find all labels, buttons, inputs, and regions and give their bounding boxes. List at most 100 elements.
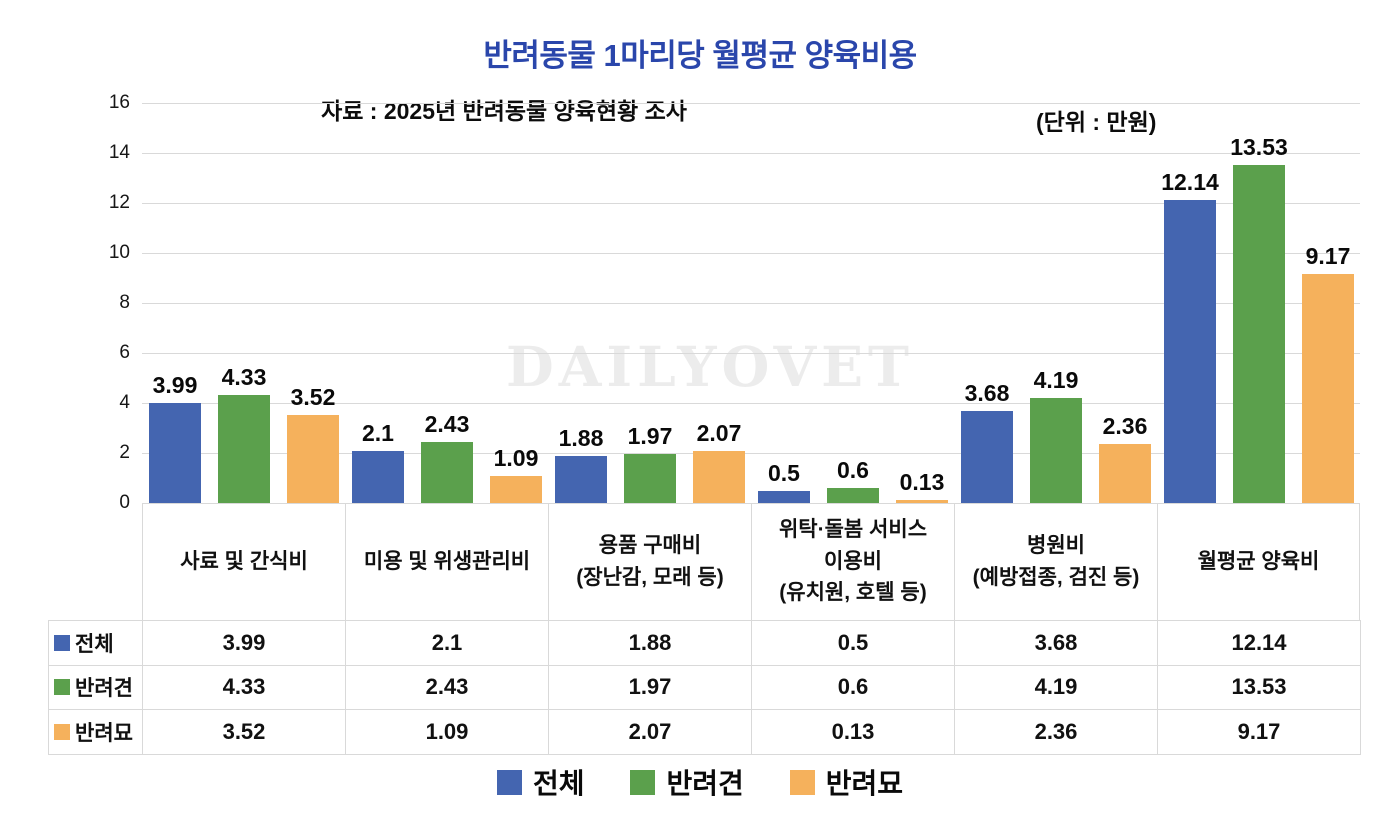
table-value-cell: 0.5 [752, 621, 955, 666]
category-label: 월평균 양육비 [1157, 503, 1360, 620]
table-value-cell: 3.68 [955, 621, 1158, 666]
bar-반려견-cat0 [218, 394, 270, 503]
bar-value-label: 2.36 [1102, 413, 1148, 439]
legend-label: 전체 [532, 768, 585, 799]
table-row-label: 반려견 [49, 665, 143, 711]
legend-swatch [789, 769, 815, 795]
gridline [142, 103, 1360, 104]
gridline [142, 253, 1360, 254]
bar-전체-cat3 [758, 490, 810, 503]
bar-반려견-cat2 [624, 453, 676, 503]
bar-value-label: 2.07 [696, 420, 742, 447]
y-tick-label: 14 [108, 142, 130, 163]
gridline [142, 403, 1360, 404]
bar-반려견-cat5 [1233, 164, 1285, 503]
y-tick-label: 12 [108, 192, 130, 213]
table-value-cell: 2.1 [346, 621, 549, 666]
bar-value-label: 2.1 [362, 419, 394, 446]
legend-item: 반려묘 [789, 762, 904, 802]
bar-전체-cat1 [352, 450, 404, 503]
table-value-cell: 0.6 [752, 665, 955, 711]
unit-label: (단위 : 만원) [1036, 109, 1157, 135]
gridline [142, 153, 1360, 154]
series-key-swatch [54, 679, 70, 696]
bar-반려견-cat1 [421, 442, 473, 503]
table-value-cell: 13.53 [1158, 665, 1361, 711]
y-tick-label: 4 [119, 392, 130, 413]
legend-label: 반려묘 [825, 768, 904, 799]
bar-value-label: 2.43 [424, 411, 470, 438]
table-value-cell: 4.33 [143, 665, 346, 711]
category-label: 미용 및 위생관리비 [345, 503, 548, 620]
series-name: 반려묘 [75, 721, 133, 745]
table-value-cell: 2.07 [549, 710, 752, 755]
legend-item: 반려견 [630, 762, 744, 802]
bar-value-label: 3.68 [964, 380, 1010, 406]
table-value-cell: 3.99 [143, 621, 346, 666]
bar-value-label: 1.88 [558, 425, 604, 451]
bar-value-label: 3.99 [152, 372, 198, 399]
table-value-cell: 0.13 [752, 710, 955, 755]
bar-value-label: 1.97 [627, 422, 673, 449]
y-tick-label: 2 [119, 442, 130, 463]
series-key-swatch [54, 723, 70, 740]
series-name: 전체 [75, 632, 114, 656]
chart-legend: 전체 반려견 반려묘 [0, 762, 1400, 802]
table-value-cell: 1.09 [346, 710, 549, 755]
bar-반려묘-cat4 [1099, 444, 1151, 503]
page-title: 반려동물 1마리당 월평균 양육비용 [483, 38, 917, 73]
table-value-cell: 4.19 [955, 665, 1158, 711]
bar-value-label: 9.17 [1305, 242, 1351, 269]
table-value-cell: 1.97 [549, 665, 752, 711]
gridline [142, 203, 1360, 204]
table-value-cell: 12.14 [1158, 621, 1361, 666]
bar-반려견-cat3 [827, 488, 879, 503]
table-value-cell: 9.17 [1158, 710, 1361, 755]
bar-value-label: 4.19 [1033, 367, 1079, 394]
bar-value-label: 1.09 [493, 444, 539, 471]
bar-value-label: 13.53 [1230, 133, 1288, 160]
bar-반려묘-cat1 [490, 475, 542, 503]
table-value-cell: 2.43 [346, 665, 549, 711]
gridline [142, 453, 1360, 454]
bar-value-label: 0.13 [899, 468, 945, 495]
chart-data-table: 전체 3.99 2.1 1.88 0.5 3.68 12.14 반려견 4.33 2.43 1.97… [48, 620, 1361, 755]
bar-value-label: 12.14 [1161, 168, 1219, 195]
legend-item: 전체 [496, 762, 585, 802]
watermark-logo: DAILYOVET [506, 334, 914, 399]
bar-value-label: 0.6 [837, 457, 869, 483]
bar-반려묘-cat2 [693, 451, 745, 503]
y-tick-label: 10 [108, 242, 130, 263]
bar-value-label: 3.52 [290, 384, 336, 410]
table-row-label: 전체 [49, 621, 143, 666]
table-row-label: 반려묘 [49, 710, 143, 755]
bar-전체-cat2 [555, 456, 607, 503]
series-key-swatch [54, 634, 70, 651]
table-value-cell: 3.52 [143, 710, 346, 755]
bar-전체-cat5 [1164, 199, 1216, 503]
category-label: 용품 구매비 (장난감, 모래 등) [548, 503, 751, 620]
legend-label: 반려견 [666, 768, 744, 799]
y-tick-label: 6 [119, 342, 130, 363]
table-value-cell: 2.36 [955, 710, 1158, 755]
category-label: 위탁·돌봄 서비스 이용비 (유치원, 호텔 등) [751, 503, 954, 620]
bar-value-label: 0.5 [768, 459, 800, 486]
gridline [142, 303, 1360, 304]
bar-반려묘-cat3 [896, 499, 948, 503]
bar-value-label: 4.33 [221, 363, 267, 390]
x-axis-category-row: 사료 및 간식비 미용 및 위생관리비 용품 구매비 (장난감, 모래 등) 위탁·돌… [142, 503, 1360, 620]
chart-subtitle: 자료 : 2025년 반려동물 양육현황 조사 [321, 98, 687, 124]
y-tick-label: 16 [108, 92, 130, 113]
series-name: 반려견 [75, 677, 133, 701]
legend-swatch [630, 769, 656, 795]
table-value-cell: 1.88 [549, 621, 752, 666]
y-tick-label: 8 [119, 292, 130, 313]
gridline [142, 353, 1360, 354]
category-label: 사료 및 간식비 [142, 503, 345, 620]
bar-반려견-cat4 [1030, 398, 1082, 503]
category-label: 병원비 (예방접종, 검진 등) [954, 503, 1157, 620]
y-tick-label: 0 [119, 492, 130, 513]
legend-swatch [496, 769, 522, 795]
